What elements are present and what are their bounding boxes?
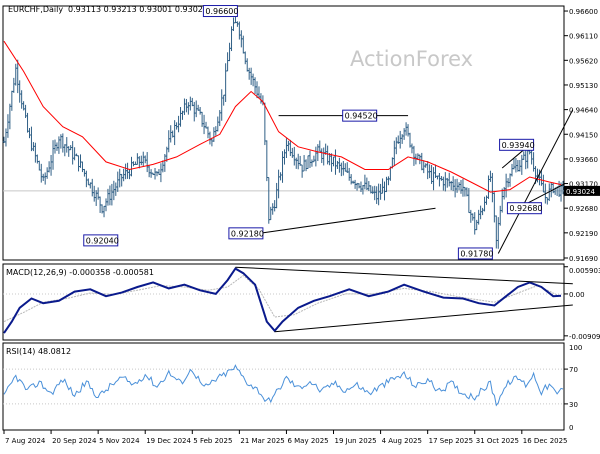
time-axis-tick-label: 4 Aug 2025 <box>382 437 422 445</box>
price-level-label-text: 0.92180 <box>231 229 264 238</box>
rsi-lines <box>3 364 564 407</box>
price-level-label-box <box>342 109 378 122</box>
price-axis-tick-label: 0.92190 <box>569 230 598 238</box>
macd-lines <box>3 266 573 334</box>
price-level-label-text: 0.91780 <box>460 249 493 258</box>
price-level-label: 0.94520 <box>342 109 378 122</box>
price-level-label-box <box>202 5 238 18</box>
moving-average-line <box>3 40 562 193</box>
time-axis-tick-label: 19 Jun 2025 <box>335 437 377 445</box>
price-level-label-text: 0.93940 <box>502 141 535 150</box>
time-axis: 7 Aug 2024 20 Sep 2024 5 Nov 2024 19 Dec 20… <box>3 430 568 445</box>
watermark: ActionForex <box>350 47 473 71</box>
price-level-label: 0.92040 <box>83 234 119 247</box>
price-level-label: 0.92680 <box>506 202 543 215</box>
price-level-label: 0.92180 <box>228 227 264 240</box>
price-level-label-text: 0.94520 <box>345 112 378 121</box>
rsi-axis-tick-label: 100 <box>569 344 582 352</box>
price-level-label-box <box>506 202 542 215</box>
price-trendline <box>258 207 436 234</box>
price-axis-tick-label: 0.94150 <box>569 131 598 139</box>
macd-axis-tick-label: 0.00 <box>569 291 585 299</box>
price-level-label-box <box>228 227 264 240</box>
moving-average-path <box>3 40 562 193</box>
macd-axis-tick-label: 0.005903 <box>569 267 600 275</box>
price-axis-tick-label: 0.93660 <box>569 156 598 164</box>
price-level-label-box <box>499 138 535 151</box>
time-axis-tick-label: 19 Dec 2024 <box>146 437 191 445</box>
rsi-axis-tick-label: 30 <box>569 401 578 409</box>
price-level-label: 0.91780 <box>457 247 493 260</box>
time-axis-tick-label: 5 Feb 2025 <box>193 437 232 445</box>
rsi-panel: RSI(14) 48.0812 70 30 100 0 <box>2 342 582 432</box>
rsi-axis-tick-label: 70 <box>569 366 578 374</box>
price-level-label: 0.96600 <box>202 5 239 18</box>
macd-title: MACD(12,26,9) -0.000358 -0.000581 <box>6 268 154 277</box>
price-axis: 0.96600 0.96110 0.95620 0.95130 0.94640 0.941… <box>564 8 600 263</box>
macd-axis-tick-label: -0.009098 <box>569 333 600 341</box>
price-axis-tick-label: 0.92680 <box>569 205 598 213</box>
price-level-label-box <box>83 234 119 247</box>
rsi-axis-tick-label: 0 <box>569 424 573 432</box>
rsi-axis: 70 30 100 0 <box>564 344 582 432</box>
macd-panel-frame <box>2 263 565 341</box>
price-level-label-text: 0.92040 <box>86 236 119 245</box>
current-price-label: 0.93024 <box>566 188 595 196</box>
price-level-label-text: 0.92680 <box>509 204 542 213</box>
price-bars <box>2 16 565 249</box>
time-axis-tick-label: 5 Nov 2024 <box>99 437 140 445</box>
price-axis-tick-label: 0.96600 <box>569 8 598 16</box>
price-axis-tick-label: 0.93170 <box>569 181 598 189</box>
macd-panel: MACD(12,26,9) -0.000358 -0.000581 0.0059… <box>2 263 600 341</box>
macd-main-path <box>3 267 562 334</box>
time-axis-tick-label: 21 Mar 2025 <box>240 437 284 445</box>
price-panel-frame <box>2 5 565 261</box>
price-panel: EURCHF,Daily 0.93113 0.93213 0.93001 0.9… <box>2 5 600 263</box>
chart-header-ohlc: 0.93113 0.93213 0.93001 0.93024 <box>68 5 208 14</box>
time-axis-tick-label: 17 Sep 2025 <box>429 437 473 445</box>
price-axis-tick-label: 0.94640 <box>569 107 598 115</box>
current-price-box <box>564 185 600 196</box>
rsi-panel-frame <box>2 342 565 431</box>
rsi-path <box>3 364 564 407</box>
macd-axis: 0.005903 0.00 -0.009098 <box>564 266 600 341</box>
price-trendline <box>497 109 574 254</box>
macd-trendline <box>235 266 573 285</box>
time-axis-tick-label: 20 Sep 2024 <box>52 437 97 445</box>
price-level-labels: 0.96600 0.94520 0.93940 0.92040 0.92180 0.926… <box>83 5 543 260</box>
price-level-label-text: 0.96600 <box>205 7 238 16</box>
price-level-label-box <box>457 247 493 260</box>
time-axis-tick-label: 7 Aug 2024 <box>5 437 46 445</box>
price-level-label: 0.93940 <box>499 138 535 151</box>
time-axis-tick-label: 16 Dec 2025 <box>523 437 568 445</box>
chart-header-symbol: EURCHF,Daily <box>8 5 63 14</box>
price-axis-tick-label: 0.91690 <box>569 255 598 263</box>
price-axis-tick-label: 0.95620 <box>569 57 598 65</box>
time-axis-tick-label: 6 May 2025 <box>287 437 328 445</box>
price-axis-tick-label: 0.96110 <box>569 33 598 41</box>
time-axis-tick-label: 31 Oct 2025 <box>476 437 519 445</box>
rsi-title: RSI(14) 48.0812 <box>6 347 71 356</box>
price-axis-tick-label: 0.95130 <box>569 82 598 90</box>
macd-trendline <box>274 304 573 333</box>
